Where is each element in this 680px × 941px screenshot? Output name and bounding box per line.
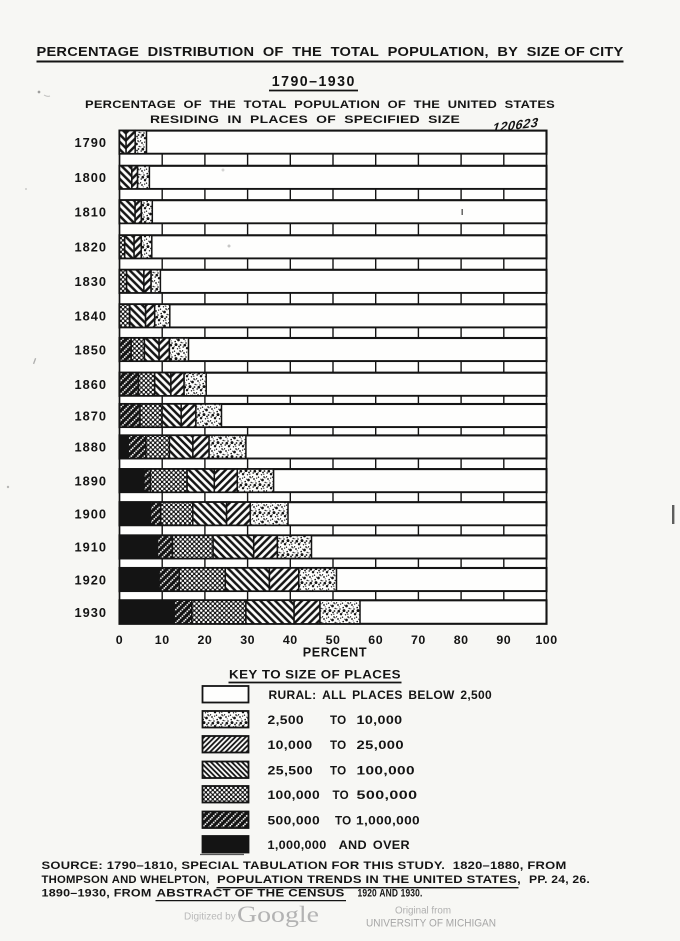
svg-text:25,500: 25,500 xyxy=(268,765,314,778)
svg-text:20: 20 xyxy=(198,633,213,647)
svg-text:PP. 24, 26.: PP. 24, 26. xyxy=(529,874,590,886)
svg-text:1820: 1820 xyxy=(75,240,107,255)
svg-text:500,000: 500,000 xyxy=(268,815,321,828)
svg-text:POPULATION TRENDS IN THE UNITE: POPULATION TRENDS IN THE UNITED STATES, xyxy=(217,874,521,886)
svg-text:1860: 1860 xyxy=(75,377,107,392)
svg-text:70: 70 xyxy=(411,633,426,647)
svg-text:25,000: 25,000 xyxy=(357,739,405,752)
svg-text:10,000: 10,000 xyxy=(357,714,403,727)
svg-text:TO: TO xyxy=(330,765,347,778)
svg-text:1790–1930: 1790–1930 xyxy=(272,74,356,90)
svg-text:1840: 1840 xyxy=(75,309,107,324)
svg-text:10,000: 10,000 xyxy=(268,739,313,752)
svg-text:80: 80 xyxy=(454,633,469,647)
svg-text:1900: 1900 xyxy=(75,507,107,522)
svg-text:0: 0 xyxy=(116,633,123,647)
svg-text:THOMPSON AND WHELPTON,: THOMPSON AND WHELPTON, xyxy=(42,874,210,886)
svg-text:KEY TO SIZE OF PLACES: KEY TO SIZE OF PLACES xyxy=(229,668,401,682)
svg-text:1,000,000: 1,000,000 xyxy=(356,815,420,828)
svg-text:ABSTRACT OF THE CENSUS: ABSTRACT OF THE CENSUS xyxy=(157,888,345,900)
svg-text:TO: TO xyxy=(330,739,347,752)
svg-text:UNIVERSITY OF MICHIGAN: UNIVERSITY OF MICHIGAN xyxy=(366,918,496,930)
svg-text:1,000,000 AND OVER: 1,000,000 AND OVER xyxy=(268,839,411,852)
svg-text:40: 40 xyxy=(283,633,298,647)
svg-text:100,000: 100,000 xyxy=(357,765,416,778)
svg-text:Original from: Original from xyxy=(395,906,451,917)
svg-text:RESIDING IN PLACES OF SPEC: RESIDING IN PLACES OF SPECIFIED SIZE xyxy=(150,114,460,126)
svg-text:100: 100 xyxy=(535,633,557,647)
svg-text:PERCENT: PERCENT xyxy=(303,646,367,660)
svg-text:1880: 1880 xyxy=(75,440,107,455)
svg-text:TO: TO xyxy=(330,714,347,727)
svg-text:Google: Google xyxy=(237,902,319,927)
svg-text:500,000: 500,000 xyxy=(357,789,418,802)
svg-text:1830: 1830 xyxy=(75,274,107,289)
svg-text:90: 90 xyxy=(496,633,511,647)
svg-text:Digitized by: Digitized by xyxy=(184,912,238,923)
svg-text:1790: 1790 xyxy=(75,135,107,150)
svg-text:1810: 1810 xyxy=(75,205,107,220)
svg-text:1890: 1890 xyxy=(75,473,107,488)
svg-text:1920: 1920 xyxy=(75,572,107,587)
svg-text:50: 50 xyxy=(326,633,341,647)
svg-text:PERCENTAGE DISTRIBUTION OF: PERCENTAGE DISTRIBUTION OF THE TOTAL POP… xyxy=(37,44,624,59)
svg-text:1850: 1850 xyxy=(75,342,107,357)
svg-text:1890–1930, FROM: 1890–1930, FROM xyxy=(42,888,152,900)
svg-text:1800: 1800 xyxy=(75,170,107,185)
svg-text:2,500: 2,500 xyxy=(268,714,305,727)
svg-text:1870: 1870 xyxy=(75,408,107,423)
svg-text:SOURCE: 1790–1810, SPECIAL TAB: SOURCE: 1790–1810, SPECIAL TABULATION FO… xyxy=(42,860,567,872)
svg-text:1920 AND 1930.: 1920 AND 1930. xyxy=(358,888,423,900)
svg-text:100,000: 100,000 xyxy=(268,789,321,802)
svg-text:30: 30 xyxy=(240,633,255,647)
svg-text:1930: 1930 xyxy=(75,605,107,620)
svg-text:RURAL: ALL PLACES BELOW 2,500: RURAL: ALL PLACES BELOW 2,500 xyxy=(269,689,493,702)
svg-text:1910: 1910 xyxy=(75,540,107,555)
svg-text:PERCENTAGE OF THE TOTAL PO: PERCENTAGE OF THE TOTAL POPULATION OF TH… xyxy=(85,99,555,111)
svg-text:10: 10 xyxy=(155,633,170,647)
svg-text:TO: TO xyxy=(333,789,350,802)
svg-text:60: 60 xyxy=(368,633,383,647)
svg-text:TO: TO xyxy=(335,815,352,828)
